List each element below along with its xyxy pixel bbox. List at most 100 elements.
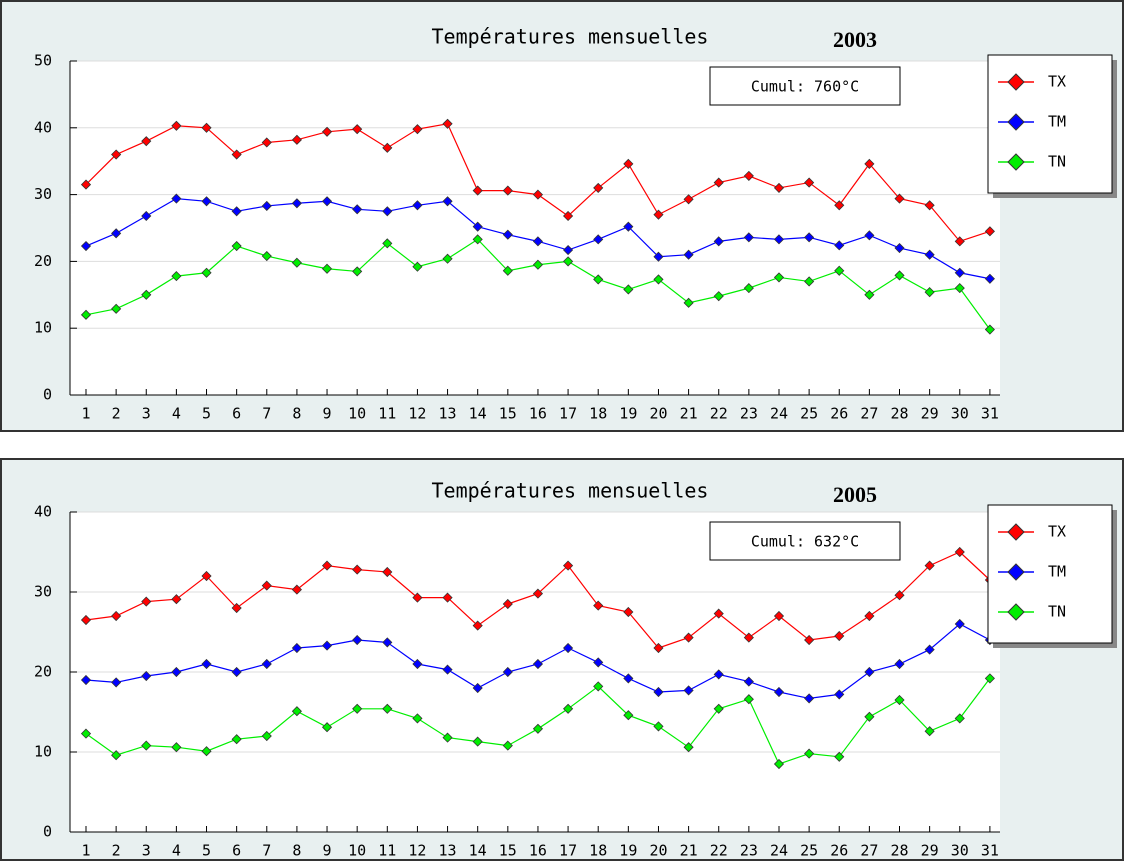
data-point: [713, 608, 724, 619]
data-point: [171, 594, 182, 605]
data-point: [894, 590, 905, 601]
data-point: [261, 137, 272, 148]
y-tick-label: 30: [34, 185, 52, 203]
x-tick-label: 5: [202, 405, 211, 423]
y-tick-label: 10: [34, 743, 52, 761]
data-point: [352, 564, 363, 575]
legend: [987, 504, 1113, 644]
data-point: [382, 637, 393, 648]
x-tick-label: 9: [323, 842, 332, 860]
data-point: [563, 560, 574, 571]
x-tick-label: 23: [740, 842, 758, 860]
data-point: [864, 289, 875, 300]
data-point: [713, 291, 724, 302]
y-tick-label: 0: [43, 823, 52, 841]
x-tick-label: 19: [619, 842, 637, 860]
data-point: [954, 267, 965, 278]
x-tick-label: 29: [921, 842, 939, 860]
x-tick-label: 14: [469, 405, 487, 423]
data-point: [382, 206, 393, 217]
data-point: [201, 267, 212, 278]
data-point: [894, 658, 905, 670]
x-tick-label: 16: [529, 842, 547, 860]
data-point: [864, 666, 875, 678]
data-point: [532, 658, 544, 670]
data-point: [321, 722, 333, 733]
data-point: [352, 703, 363, 714]
y-tick-label: 0: [43, 386, 52, 404]
data-point: [804, 693, 815, 704]
data-point: [954, 283, 965, 294]
legend-label: TN: [1048, 603, 1066, 621]
x-tick-label: 15: [499, 842, 517, 860]
data-point: [261, 730, 272, 742]
data-point: [713, 669, 724, 680]
data-point: [442, 118, 453, 129]
data-point: [261, 200, 272, 212]
x-tick-label: 10: [348, 405, 366, 423]
data-point: [502, 598, 513, 610]
data-point: [171, 742, 182, 753]
data-point: [683, 194, 694, 205]
data-point: [532, 236, 544, 247]
x-tick-label: 16: [529, 405, 547, 423]
chart-subtitle: 2005: [833, 482, 877, 507]
data-point: [472, 620, 483, 631]
x-tick-label: 5: [202, 842, 211, 860]
data-point: [924, 726, 935, 737]
plot-area: [70, 61, 1000, 395]
data-point: [111, 610, 122, 622]
data-point: [412, 592, 423, 603]
chart-subtitle: 2003: [833, 27, 877, 52]
annotation-box: [709, 66, 901, 106]
data-point: [864, 711, 875, 722]
data-point: [472, 185, 483, 196]
data-point: [593, 182, 604, 193]
y-tick-label: 20: [34, 252, 52, 270]
data-point: [201, 658, 212, 670]
data-point: [532, 259, 544, 270]
data-point: [291, 257, 302, 268]
data-point: [352, 204, 363, 215]
x-tick-label: 11: [378, 842, 396, 860]
x-tick-label: 18: [589, 842, 607, 860]
data-point: [743, 232, 754, 243]
x-tick-label: 14: [469, 842, 487, 860]
x-tick-label: 13: [439, 842, 457, 860]
data-point: [321, 263, 333, 274]
data-point: [984, 673, 995, 684]
data-point: [291, 134, 302, 145]
data-point: [834, 751, 845, 762]
data-point: [563, 256, 574, 267]
data-point: [502, 229, 513, 240]
data-point: [502, 740, 513, 751]
data-point: [954, 236, 965, 247]
data-point: [954, 618, 965, 630]
data-point: [683, 249, 694, 260]
data-point: [743, 283, 754, 294]
data-point: [623, 284, 634, 295]
x-tick-label: 10: [348, 842, 366, 860]
legend-marker: [1007, 153, 1025, 171]
data-point: [141, 210, 152, 222]
data-point: [894, 193, 905, 204]
data-point: [924, 287, 935, 298]
data-point: [352, 634, 363, 646]
data-point: [593, 681, 604, 692]
data-point: [864, 158, 875, 169]
data-point: [80, 309, 92, 320]
data-point: [321, 560, 333, 571]
data-point: [382, 142, 393, 153]
data-point: [743, 694, 754, 705]
data-point: [532, 723, 544, 734]
legend-label: TX: [1048, 73, 1066, 91]
x-tick-label: 28: [890, 842, 908, 860]
x-tick-label: 12: [408, 842, 426, 860]
x-tick-label: 27: [860, 405, 878, 423]
data-point: [683, 685, 694, 696]
data-point: [261, 580, 272, 591]
y-tick-label: 50: [34, 52, 52, 70]
data-point: [924, 200, 935, 211]
data-point: [171, 271, 182, 282]
